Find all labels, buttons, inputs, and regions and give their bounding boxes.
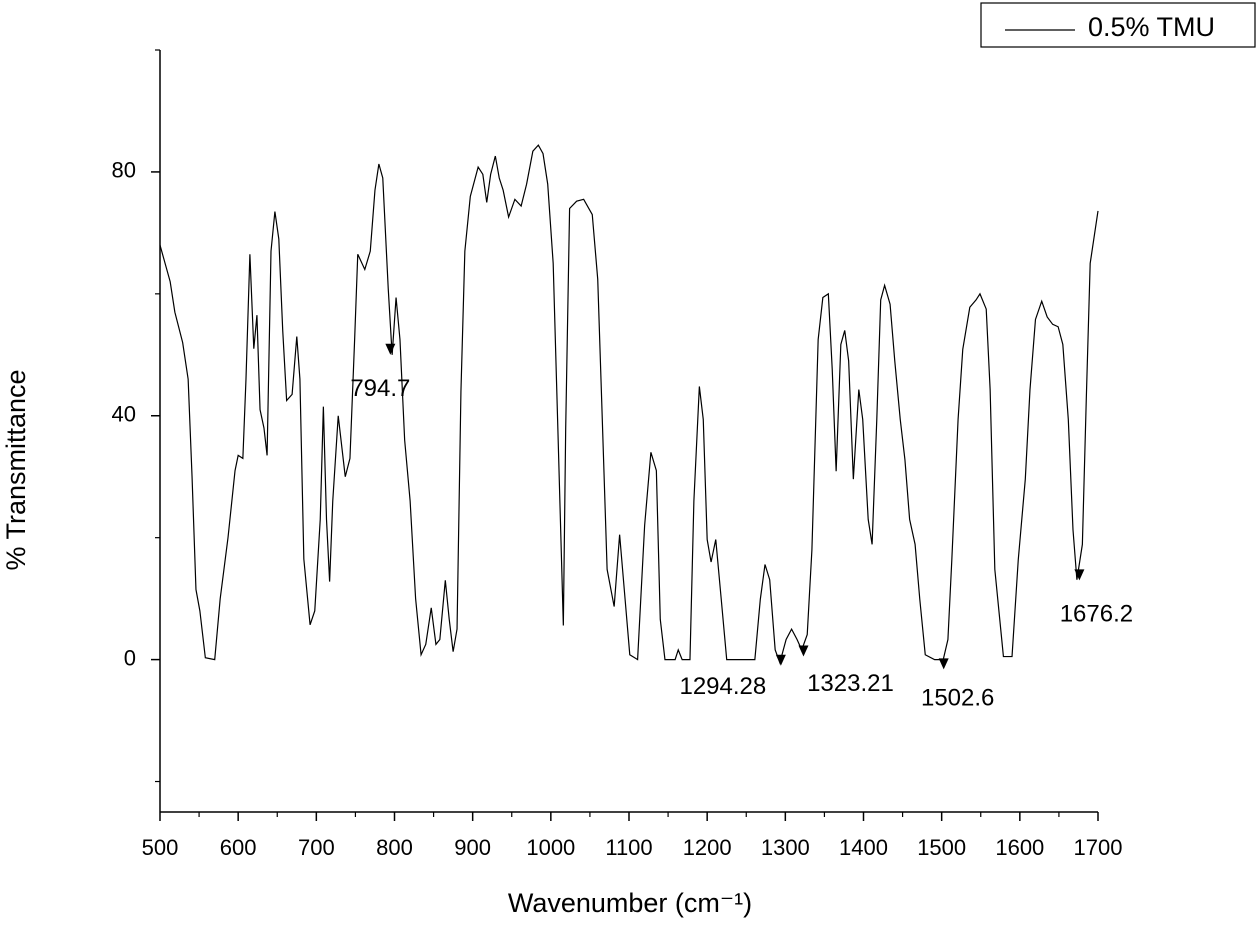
x-tick-label: 600 <box>220 835 257 860</box>
x-tick-label: 1700 <box>1074 835 1123 860</box>
x-tick-label: 1000 <box>526 835 575 860</box>
x-tick-label: 900 <box>454 835 491 860</box>
y-tick-label: 0 <box>124 645 136 670</box>
y-tick-label: 80 <box>112 158 136 183</box>
x-tick-label: 1200 <box>683 835 732 860</box>
x-tick-label: 1300 <box>761 835 810 860</box>
annotation-arrow <box>938 658 949 670</box>
annotation-arrow <box>798 645 809 657</box>
x-tick-label: 1100 <box>605 835 652 860</box>
x-tick-label: 800 <box>376 835 413 860</box>
x-tick-label: 700 <box>298 835 335 860</box>
legend-box <box>980 2 1256 48</box>
x-tick-label: 500 <box>142 835 179 860</box>
annotation-arrow <box>1074 569 1085 581</box>
x-axis-label: Wavenumber (cm⁻¹) <box>508 888 752 918</box>
spectrum-line <box>159 144 1099 665</box>
annotation-arrow <box>775 654 786 666</box>
y-tick-label: 40 <box>112 402 136 427</box>
y-axis-label: % Transmittance <box>1 369 31 570</box>
annotation-label: 794.7 <box>350 375 410 402</box>
annotation-arrow <box>385 343 396 355</box>
x-tick-label: 1500 <box>917 835 966 860</box>
annotation-label: 1323.21 <box>807 670 894 697</box>
legend-label: 0.5% TMU <box>1088 12 1215 42</box>
x-tick-label: 1400 <box>839 835 888 860</box>
annotation-label: 1294.28 <box>679 673 766 700</box>
annotation-label: 1676.2 <box>1060 601 1133 628</box>
annotation-label: 1502.6 <box>921 685 994 712</box>
x-tick-label: 1600 <box>995 835 1044 860</box>
